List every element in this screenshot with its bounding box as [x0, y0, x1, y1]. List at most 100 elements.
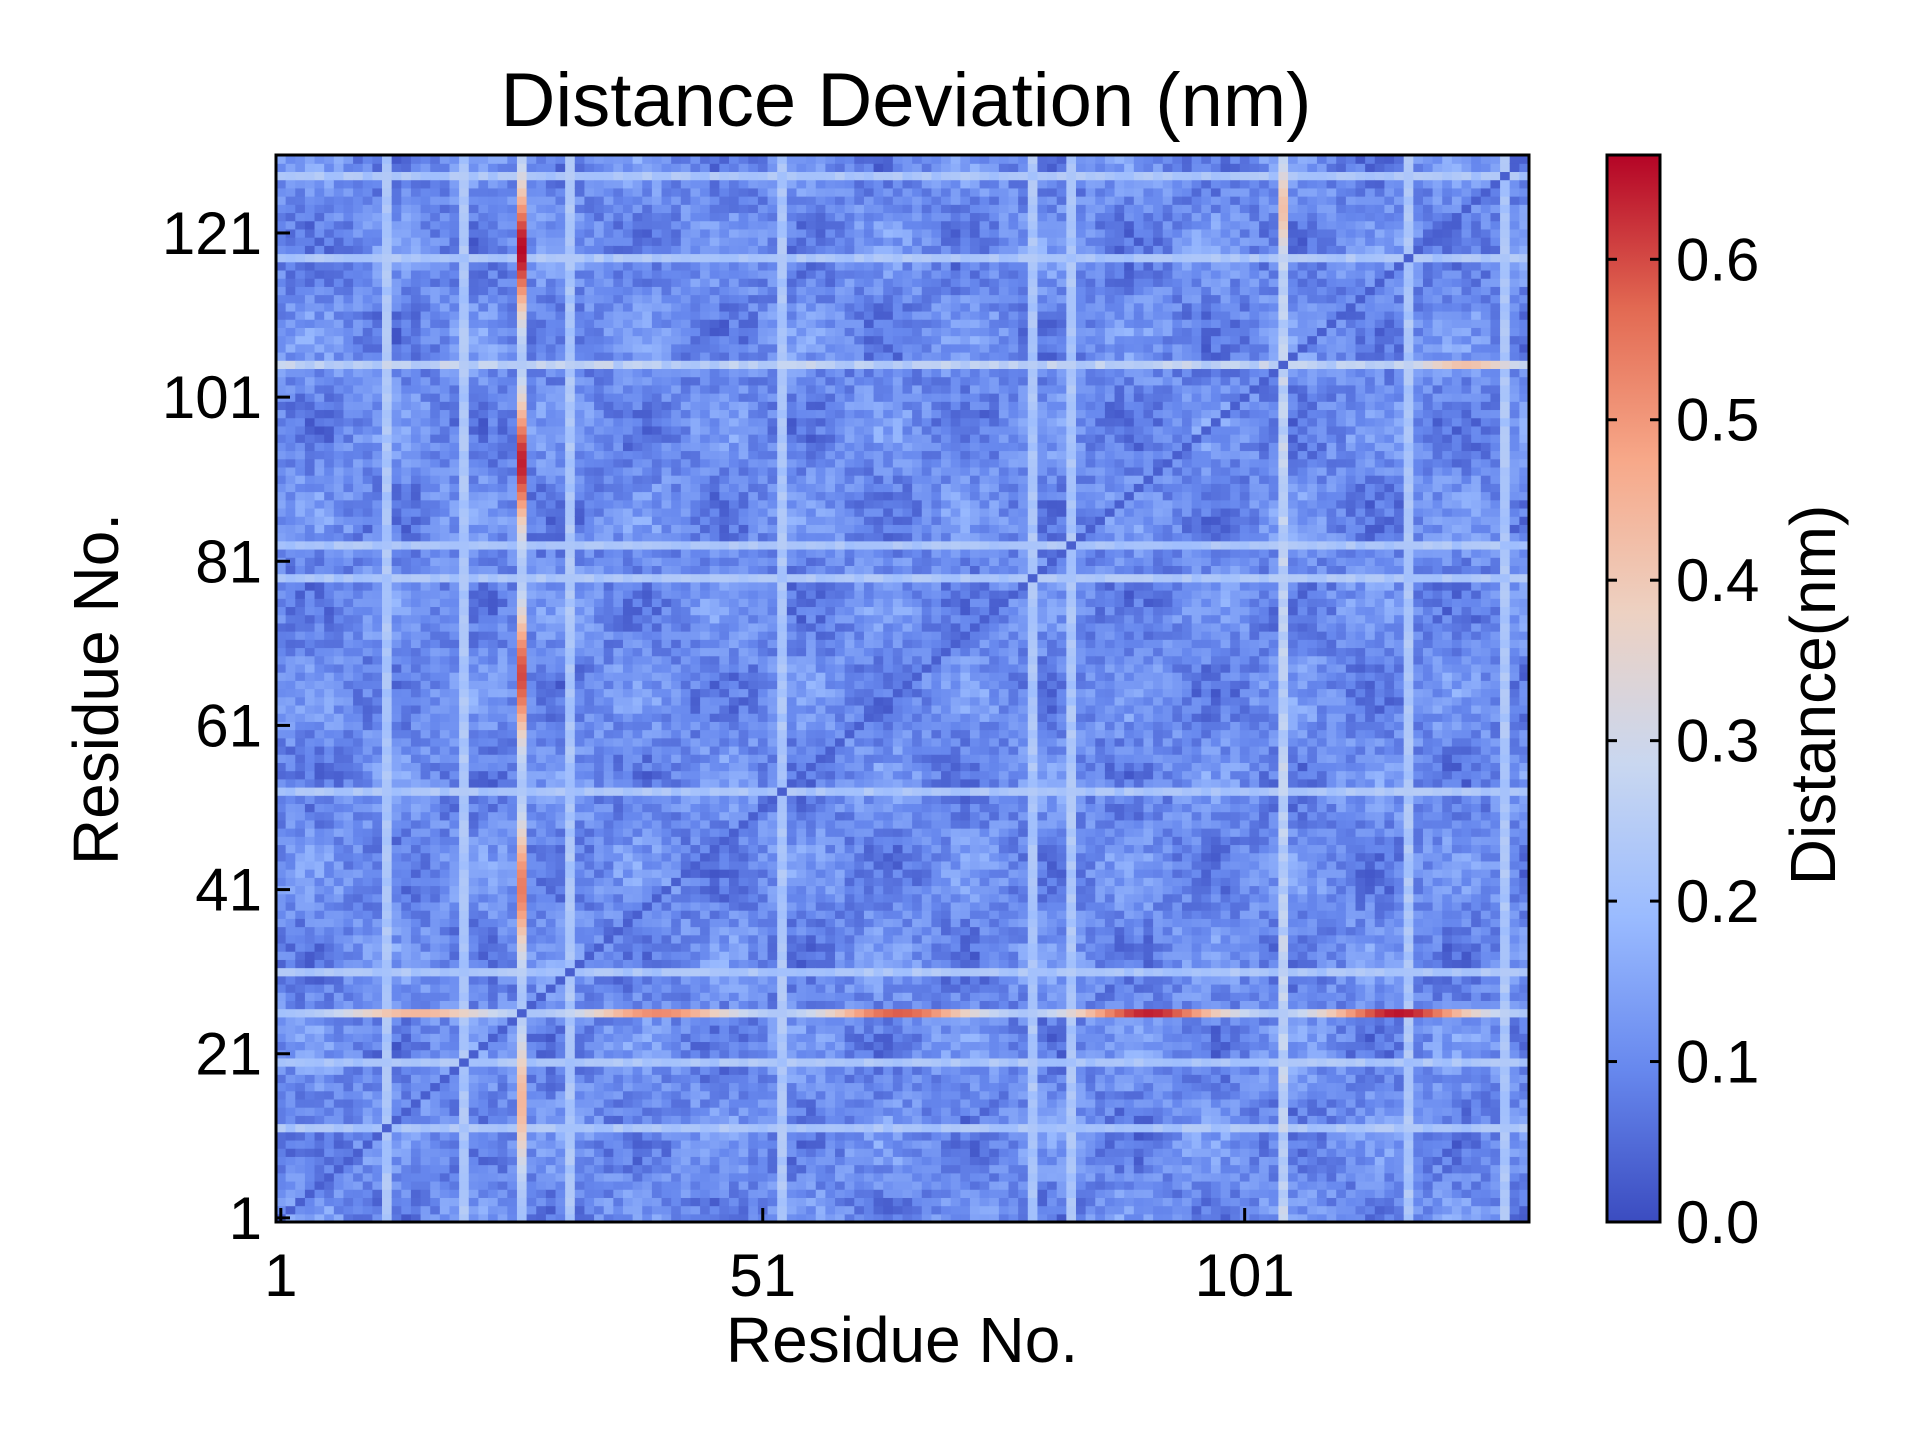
heatmap-cell — [603, 409, 614, 419]
heatmap-cell — [574, 1156, 586, 1166]
heatmap-cell — [430, 1082, 441, 1092]
heatmap-cell — [391, 581, 402, 591]
heatmap-cell — [285, 343, 296, 353]
heatmap-cell — [276, 975, 287, 985]
heatmap-cell — [449, 762, 460, 772]
heatmap-cell — [391, 1107, 402, 1116]
heatmap-cell — [314, 319, 325, 328]
heatmap-cell — [468, 1164, 480, 1174]
heatmap-cell — [353, 885, 364, 895]
heatmap-cell — [285, 327, 296, 337]
heatmap-cell — [632, 310, 643, 320]
heatmap-cell — [526, 778, 537, 788]
heatmap-cell — [565, 1107, 576, 1116]
heatmap-cell — [613, 179, 624, 189]
heatmap-cell — [468, 212, 480, 222]
heatmap-cell — [555, 466, 566, 476]
heatmap-cell — [449, 598, 460, 608]
heatmap-cell — [516, 860, 528, 870]
heatmap-cell — [276, 795, 287, 805]
heatmap-cell — [333, 844, 345, 854]
heatmap-cell — [545, 803, 557, 813]
heatmap-cell — [295, 1139, 306, 1149]
heatmap-cell — [632, 475, 643, 484]
heatmap-cell — [632, 245, 643, 255]
heatmap-cell — [574, 606, 586, 616]
heatmap-cell — [507, 680, 518, 690]
heatmap-cell — [362, 655, 373, 665]
heatmap-cell — [439, 918, 451, 928]
heatmap-cell — [488, 844, 499, 854]
heatmap-cell — [468, 204, 480, 214]
heatmap-cell — [449, 573, 460, 583]
heatmap-cell — [545, 713, 557, 722]
heatmap-cell — [420, 1066, 431, 1075]
heatmap-cell — [632, 704, 643, 714]
heatmap-cell — [497, 967, 508, 977]
heatmap-cell — [333, 581, 345, 591]
heatmap-cell — [430, 237, 441, 246]
heatmap-cell — [497, 614, 508, 624]
heatmap-cell — [536, 565, 547, 575]
heatmap-cell — [478, 491, 489, 501]
heatmap-cell — [295, 442, 306, 452]
heatmap-cell — [565, 590, 576, 599]
heatmap-cell — [410, 598, 422, 608]
heatmap-cell — [430, 885, 441, 895]
heatmap-cell — [420, 655, 431, 665]
heatmap-cell — [478, 1131, 489, 1141]
heatmap-cell — [459, 1074, 470, 1084]
heatmap-cell — [642, 1074, 653, 1084]
heatmap-cell — [420, 606, 431, 616]
heatmap-cell — [382, 565, 393, 575]
heatmap-cell — [285, 1090, 296, 1100]
heatmap-cell — [507, 828, 518, 837]
heatmap-cell — [401, 393, 412, 402]
heatmap-cell — [536, 893, 547, 903]
heatmap-cell — [526, 631, 537, 640]
heatmap-cell — [401, 368, 412, 378]
heatmap-cell — [603, 951, 614, 960]
heatmap-cell — [555, 1049, 566, 1059]
heatmap-cell — [613, 507, 624, 517]
heatmap-cell — [613, 1197, 624, 1207]
heatmap-cell — [526, 1033, 537, 1043]
heatmap-cell — [632, 458, 643, 468]
heatmap-cell — [545, 171, 557, 181]
heatmap-cell — [468, 967, 480, 977]
heatmap-cell — [632, 253, 643, 263]
heatmap-cell — [353, 384, 364, 394]
heatmap-cell — [353, 770, 364, 780]
heatmap-cell — [574, 1074, 586, 1084]
heatmap-cell — [622, 598, 634, 608]
heatmap-cell — [276, 278, 287, 287]
heatmap-cell — [603, 278, 614, 287]
heatmap-cell — [430, 458, 441, 468]
heatmap-cell — [324, 762, 335, 772]
heatmap-cell — [594, 302, 605, 312]
heatmap-cell — [343, 483, 354, 493]
heatmap-cell — [420, 1213, 431, 1223]
heatmap-cell — [353, 532, 364, 542]
heatmap-cell — [642, 1082, 653, 1092]
heatmap-cell — [555, 672, 566, 681]
heatmap-cell — [449, 302, 460, 312]
heatmap-cell — [478, 1016, 489, 1026]
heatmap-cell — [526, 163, 537, 173]
heatmap-cell — [603, 992, 614, 1001]
heatmap-cell — [507, 1123, 518, 1133]
heatmap-cell — [507, 795, 518, 805]
heatmap-cell — [382, 598, 393, 608]
heatmap-cell — [642, 901, 653, 911]
heatmap-cell — [382, 1115, 393, 1125]
heatmap-cell — [574, 524, 586, 534]
heatmap-cell — [372, 557, 383, 566]
heatmap-cell — [382, 934, 393, 944]
heatmap-cell — [353, 729, 364, 739]
heatmap-cell — [382, 655, 393, 665]
heatmap-cell — [372, 860, 383, 870]
heatmap-cell — [343, 1205, 354, 1215]
heatmap-cell — [507, 220, 518, 230]
heatmap-cell — [574, 171, 586, 181]
heatmap-cell — [584, 581, 595, 591]
